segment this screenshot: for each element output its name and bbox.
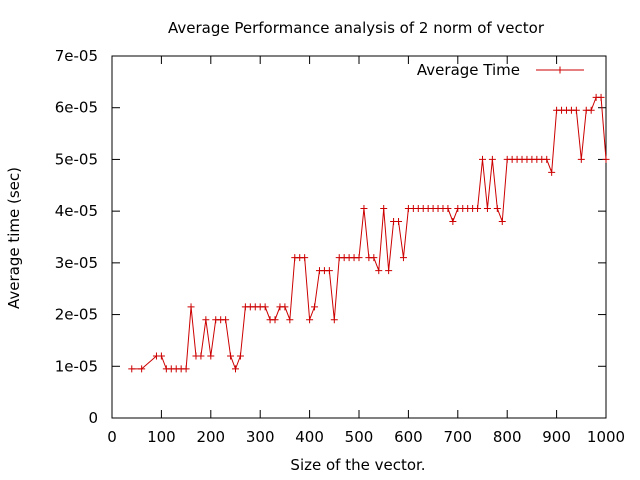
x-tick-label: 800: [493, 428, 522, 446]
data-point: [380, 205, 388, 213]
data-point: [207, 352, 215, 360]
data-point: [360, 205, 368, 213]
data-point: [488, 155, 496, 163]
series-average-time: [128, 93, 610, 373]
data-point: [281, 303, 289, 311]
chart-title: Average Performance analysis of 2 norm o…: [168, 19, 545, 37]
data-point: [261, 303, 269, 311]
data-point: [232, 365, 239, 373]
data-point: [370, 254, 378, 262]
data-point: [543, 155, 551, 163]
legend-marker: [556, 66, 564, 74]
data-point: [444, 205, 452, 213]
series-line: [131, 96, 607, 371]
x-tick-label: 0: [107, 428, 117, 446]
x-tick-label: 100: [147, 428, 176, 446]
data-point: [577, 155, 585, 163]
legend: Average Time: [417, 61, 584, 79]
y-tick-label: 0: [88, 409, 98, 427]
data-point: [483, 205, 491, 213]
y-tick-label: 7e-05: [55, 47, 98, 65]
data-point: [197, 352, 205, 360]
x-tick-label: 400: [295, 428, 324, 446]
data-point: [227, 352, 235, 360]
data-point: [236, 352, 244, 360]
y-tick-label: 1e-05: [55, 357, 98, 375]
legend-line-sample: [536, 66, 584, 74]
legend-label: Average Time: [417, 61, 520, 79]
data-point: [597, 93, 605, 101]
data-point: [572, 106, 580, 114]
x-tick-label: 300: [246, 428, 275, 446]
data-point: [286, 316, 294, 324]
y-tick-label: 3e-05: [55, 254, 98, 272]
y-tick-label: 4e-05: [55, 202, 98, 220]
data-point: [395, 217, 403, 225]
x-tick-label: 200: [196, 428, 225, 446]
data-point: [311, 303, 319, 311]
data-point: [548, 168, 556, 176]
x-tick-label: 1000: [587, 428, 625, 446]
data-point: [493, 205, 501, 213]
data-point: [474, 205, 482, 213]
data-point: [385, 267, 393, 275]
data-point: [157, 352, 165, 360]
data-point: [498, 217, 506, 225]
data-point: [128, 365, 136, 373]
x-tick-label: 500: [345, 428, 374, 446]
data-point: [301, 254, 309, 262]
data-point: [449, 217, 457, 225]
data-point: [355, 254, 363, 262]
data-point: [375, 267, 383, 275]
y-tick-label: 5e-05: [55, 150, 98, 168]
data-point: [222, 316, 230, 324]
data-point: [399, 254, 407, 262]
x-tick-label: 900: [542, 428, 571, 446]
data-point: [271, 316, 279, 324]
x-tick-label: 700: [443, 428, 472, 446]
data-point: [479, 155, 486, 163]
data-point: [330, 316, 338, 324]
y-tick-label: 2e-05: [55, 306, 98, 324]
data-point: [602, 155, 610, 163]
data-point: [182, 365, 190, 373]
data-point: [325, 267, 333, 275]
data-point: [202, 316, 210, 324]
data-point: [138, 365, 146, 373]
x-axis: 0 100 200 300 400 500 600 700 800 900 1000: [107, 56, 625, 446]
data-point: [187, 303, 195, 311]
y-axis-label: Average time (sec): [5, 167, 23, 309]
data-point: [306, 316, 314, 324]
data-point: [587, 106, 595, 114]
x-tick-label: 600: [394, 428, 423, 446]
y-tick-label: 6e-05: [55, 99, 98, 117]
x-axis-label: Size of the vector.: [290, 456, 425, 474]
y-axis: 0 1e-05 2e-05 3e-05 4e-05 5e-05 6e-05 7e-05: [55, 47, 606, 427]
